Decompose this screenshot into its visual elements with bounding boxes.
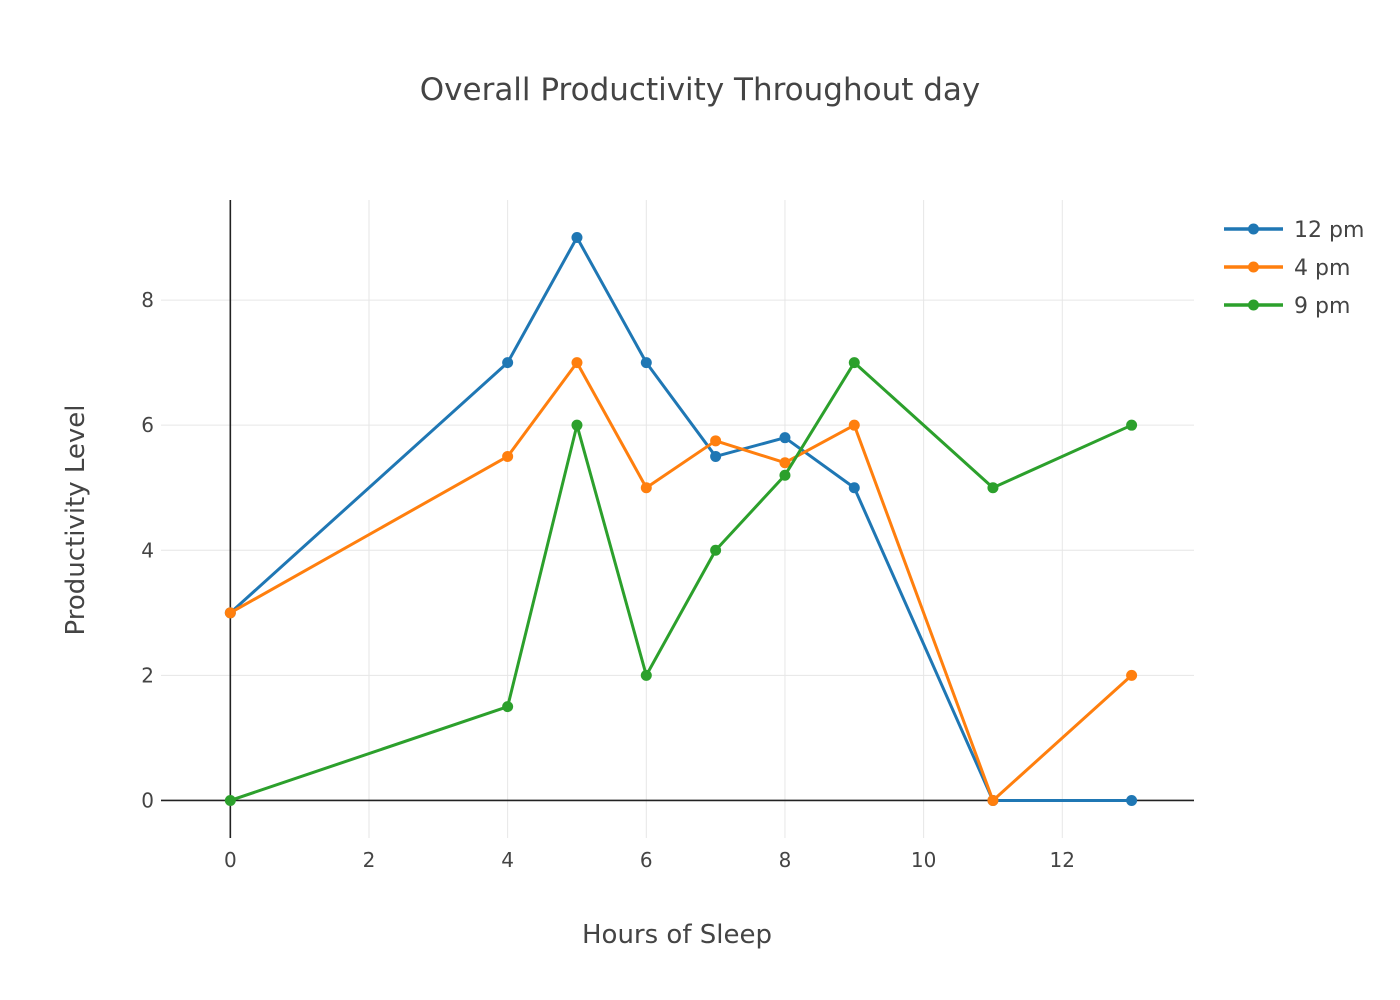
y-tick-label: 6 — [141, 413, 154, 437]
legend-item[interactable]: 9 pm — [1224, 294, 1350, 319]
series-9-pm — [224, 357, 1138, 806]
series-12-pm — [224, 232, 1138, 806]
series-layer — [224, 232, 1138, 806]
legend[interactable]: 12 pm 4 pm 9 pm — [1224, 218, 1364, 319]
data-point[interactable] — [848, 419, 860, 431]
data-point[interactable] — [710, 544, 722, 556]
y-tick-label: 0 — [141, 788, 154, 812]
data-point[interactable] — [640, 357, 652, 369]
legend-swatch-marker — [1248, 261, 1259, 273]
data-point[interactable] — [987, 794, 999, 806]
data-point[interactable] — [779, 457, 791, 469]
series-line — [228, 361, 1134, 802]
data-point[interactable] — [987, 482, 999, 494]
y-tick-label: 4 — [141, 538, 154, 562]
series-line — [228, 361, 1134, 802]
x-tick-label: 12 — [1050, 848, 1075, 872]
legend-label: 12 pm — [1294, 218, 1364, 243]
tick-labels: 0 2 4 6 8 10 12 0 2 4 6 8 — [141, 288, 1075, 872]
legend-item[interactable]: 12 pm — [1224, 218, 1364, 243]
data-point[interactable] — [1126, 669, 1138, 681]
series-4-pm — [224, 357, 1138, 806]
data-point[interactable] — [640, 669, 652, 681]
y-tick-label: 2 — [141, 663, 154, 687]
data-point[interactable] — [571, 357, 583, 369]
data-point[interactable] — [1126, 419, 1138, 431]
data-point[interactable] — [779, 432, 791, 444]
x-tick-label: 8 — [779, 848, 792, 872]
data-point[interactable] — [848, 482, 860, 494]
y-axis-title: Productivity Level — [61, 404, 91, 635]
legend-swatch-marker — [1248, 223, 1259, 235]
data-point[interactable] — [710, 435, 722, 447]
x-tick-label: 2 — [363, 848, 376, 872]
data-point[interactable] — [224, 794, 236, 806]
legend-label: 4 pm — [1294, 256, 1350, 281]
legend-swatch-marker — [1248, 299, 1259, 311]
data-point[interactable] — [571, 232, 583, 244]
x-axis-title: Hours of Sleep — [582, 920, 772, 950]
data-point[interactable] — [640, 482, 652, 494]
data-point[interactable] — [224, 607, 236, 619]
chart-title: Overall Productivity Throughout day — [420, 72, 981, 108]
data-point[interactable] — [710, 450, 722, 462]
y-tick-label: 8 — [141, 288, 154, 312]
data-point[interactable] — [502, 450, 514, 462]
axes — [161, 200, 1194, 838]
x-tick-label: 0 — [224, 848, 237, 872]
legend-item[interactable]: 4 pm — [1224, 256, 1350, 281]
data-point[interactable] — [848, 357, 860, 369]
x-tick-label: 10 — [911, 848, 936, 872]
series-line — [228, 236, 1134, 802]
grid — [161, 200, 1194, 838]
data-point[interactable] — [571, 419, 583, 431]
data-point[interactable] — [502, 701, 514, 713]
legend-label: 9 pm — [1294, 294, 1350, 319]
data-point[interactable] — [1126, 794, 1138, 806]
data-point[interactable] — [502, 357, 514, 369]
x-tick-label: 6 — [640, 848, 653, 872]
data-point[interactable] — [779, 469, 791, 481]
x-tick-label: 4 — [501, 848, 514, 872]
